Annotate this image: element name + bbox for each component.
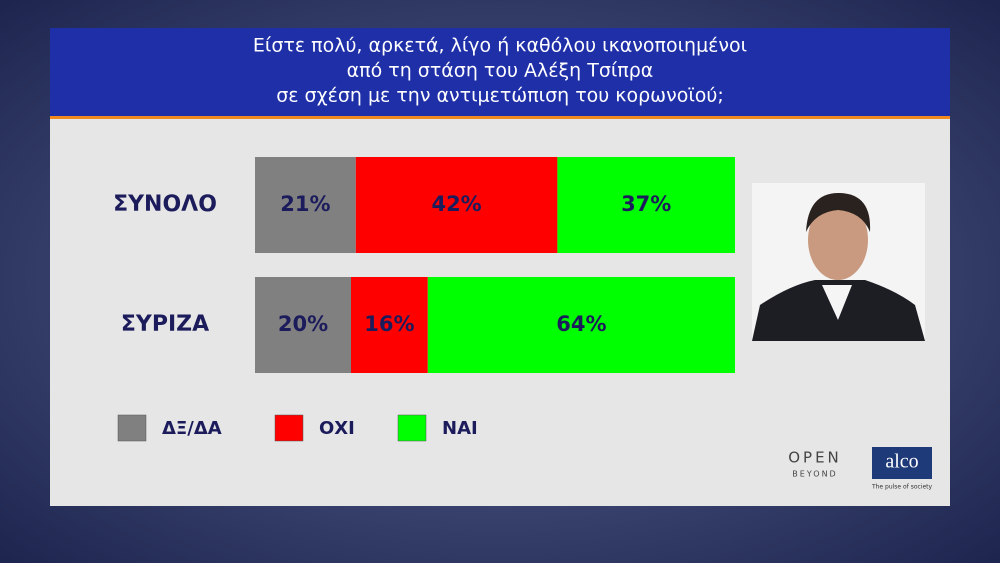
value-label: 37% xyxy=(621,192,671,216)
chart-title: Είστε πολύ, αρκετά, λίγο ή καθόλου ικανο… xyxy=(253,35,747,57)
chart-title: από τη στάση του Αλέξη Τσίπρα xyxy=(347,60,654,82)
logo-text: BEYOND xyxy=(792,470,837,479)
bar-segment xyxy=(255,277,351,373)
title-underline xyxy=(50,116,950,119)
value-label: 20% xyxy=(278,312,328,336)
value-label: 64% xyxy=(556,312,606,336)
value-label: 21% xyxy=(280,192,330,216)
legend-label: ΔΞ/ΔΑ xyxy=(162,418,222,439)
bar-segment xyxy=(557,157,735,253)
category-label: ΣΥΝΟΛΟ xyxy=(113,192,217,217)
legend-swatch xyxy=(117,414,147,442)
bar-segment xyxy=(255,157,356,253)
legend-label: ΝΑΙ xyxy=(442,418,478,439)
logo-text: The pulse of society xyxy=(871,484,933,491)
chart-title: σε σχέση με την αντιμετώπιση του κορωνοϊ… xyxy=(276,85,724,107)
category-label: ΣΥΡΙΖΑ xyxy=(121,312,209,337)
value-label: 16% xyxy=(364,312,414,336)
bar-segment xyxy=(427,277,735,373)
logo-text: OPEN xyxy=(788,449,842,467)
bar-segment xyxy=(355,157,558,253)
bar-segment xyxy=(351,277,428,373)
legend-swatch xyxy=(274,414,304,442)
legend-swatch xyxy=(397,414,427,442)
title-box xyxy=(50,28,950,116)
value-label: 42% xyxy=(431,192,481,216)
logo-alco: alco The pulse of society xyxy=(871,447,933,491)
logo-text: alco xyxy=(885,451,918,473)
legend-label: ΟΧΙ xyxy=(319,418,355,439)
logo-open: OPEN BEYOND xyxy=(788,449,842,479)
photo xyxy=(752,183,925,341)
